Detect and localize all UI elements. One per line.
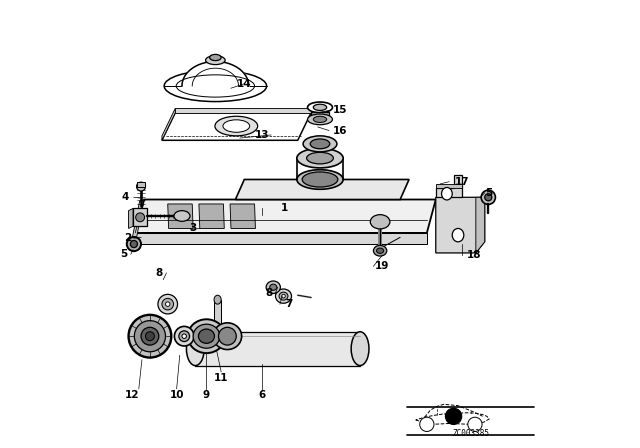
Ellipse shape <box>452 228 464 242</box>
Ellipse shape <box>484 194 492 201</box>
Ellipse shape <box>308 102 332 113</box>
Ellipse shape <box>308 114 332 125</box>
Text: 17: 17 <box>455 177 470 187</box>
Polygon shape <box>199 204 224 228</box>
Text: 7: 7 <box>285 299 292 309</box>
Polygon shape <box>129 208 133 228</box>
Ellipse shape <box>297 170 343 189</box>
Text: 2: 2 <box>124 233 131 243</box>
Ellipse shape <box>420 417 434 431</box>
Ellipse shape <box>182 334 186 338</box>
Text: ZC003385: ZC003385 <box>452 429 489 438</box>
Ellipse shape <box>442 188 452 200</box>
Text: 1: 1 <box>281 203 288 213</box>
Polygon shape <box>131 199 144 246</box>
Text: 6: 6 <box>259 390 266 401</box>
Text: 4: 4 <box>122 192 129 202</box>
Polygon shape <box>136 182 145 188</box>
Ellipse shape <box>175 327 194 346</box>
Ellipse shape <box>127 237 141 251</box>
Ellipse shape <box>134 321 166 352</box>
Ellipse shape <box>186 332 204 366</box>
Ellipse shape <box>314 104 326 111</box>
Text: 8: 8 <box>265 288 273 298</box>
Polygon shape <box>311 112 329 119</box>
Ellipse shape <box>307 152 333 164</box>
Ellipse shape <box>209 54 221 60</box>
Ellipse shape <box>279 292 288 300</box>
Ellipse shape <box>136 213 145 222</box>
Ellipse shape <box>162 298 173 310</box>
Ellipse shape <box>314 116 326 122</box>
Ellipse shape <box>302 172 338 187</box>
Text: 8: 8 <box>156 268 163 278</box>
Ellipse shape <box>215 116 258 136</box>
Ellipse shape <box>141 327 159 345</box>
Polygon shape <box>236 180 409 199</box>
Polygon shape <box>476 197 484 253</box>
Text: 5: 5 <box>486 188 493 198</box>
Polygon shape <box>162 113 311 140</box>
Ellipse shape <box>214 295 221 304</box>
Text: 14: 14 <box>237 79 252 89</box>
Ellipse shape <box>131 241 138 248</box>
Ellipse shape <box>223 120 250 132</box>
Text: 16: 16 <box>333 125 348 135</box>
Ellipse shape <box>282 294 285 298</box>
Ellipse shape <box>468 417 482 431</box>
Ellipse shape <box>164 70 267 102</box>
Ellipse shape <box>310 139 330 149</box>
Text: 9: 9 <box>203 390 210 401</box>
Text: 5: 5 <box>120 249 128 259</box>
Ellipse shape <box>275 289 291 303</box>
Text: 12: 12 <box>125 390 140 401</box>
Polygon shape <box>133 208 147 226</box>
Polygon shape <box>168 204 193 228</box>
Ellipse shape <box>481 190 495 204</box>
Ellipse shape <box>205 56 225 65</box>
Text: 3: 3 <box>189 224 196 233</box>
Ellipse shape <box>297 148 343 168</box>
Ellipse shape <box>269 284 277 290</box>
Polygon shape <box>175 108 311 113</box>
Text: 15: 15 <box>333 105 348 116</box>
Ellipse shape <box>218 327 236 345</box>
Circle shape <box>445 408 461 424</box>
Polygon shape <box>436 175 463 197</box>
Polygon shape <box>436 197 484 253</box>
Ellipse shape <box>371 215 390 229</box>
Ellipse shape <box>158 294 177 314</box>
Ellipse shape <box>179 331 189 341</box>
Ellipse shape <box>198 329 214 343</box>
Polygon shape <box>162 108 175 140</box>
Text: 19: 19 <box>375 261 390 271</box>
Ellipse shape <box>193 324 220 348</box>
Ellipse shape <box>373 246 387 256</box>
Ellipse shape <box>303 136 337 152</box>
Ellipse shape <box>351 332 369 366</box>
Ellipse shape <box>376 248 383 254</box>
Ellipse shape <box>136 182 145 191</box>
Polygon shape <box>436 184 463 188</box>
Polygon shape <box>214 300 221 331</box>
Text: 11: 11 <box>214 373 228 383</box>
Ellipse shape <box>145 332 154 340</box>
Ellipse shape <box>213 323 242 349</box>
Polygon shape <box>135 233 427 244</box>
Ellipse shape <box>129 315 172 358</box>
Text: 18: 18 <box>467 250 481 260</box>
Ellipse shape <box>174 211 190 221</box>
Ellipse shape <box>188 319 225 353</box>
Polygon shape <box>230 204 255 228</box>
Text: 10: 10 <box>170 390 184 401</box>
Text: 13: 13 <box>255 130 269 140</box>
Ellipse shape <box>266 281 280 293</box>
Ellipse shape <box>166 302 170 306</box>
Polygon shape <box>135 199 436 233</box>
